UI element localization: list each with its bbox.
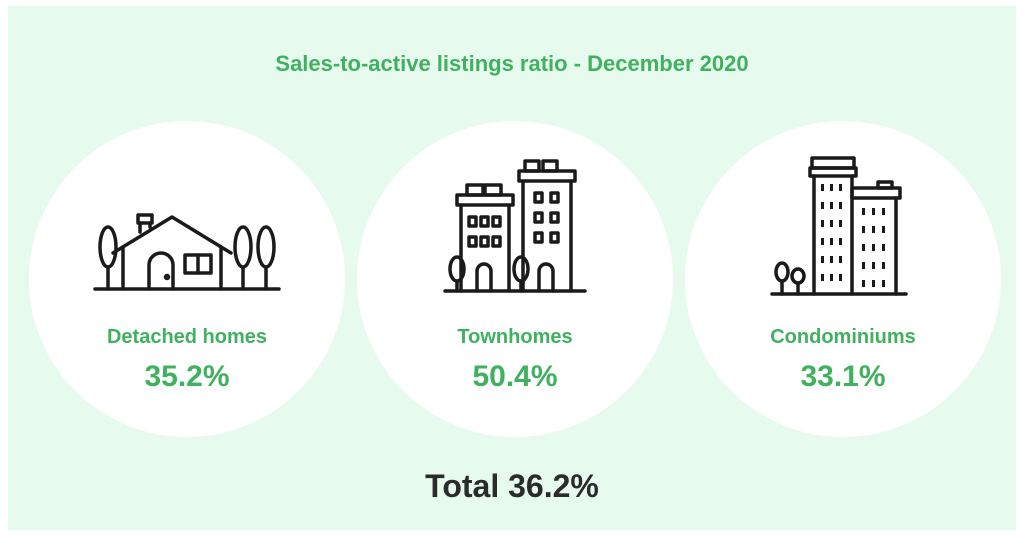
house-icon [93,213,281,291]
total-ratio: Total 36.2% [425,468,599,504]
townhomes-card: Townhomes 50.4% [357,121,673,437]
detached-homes-card: Detached homes 35.2% [29,121,345,437]
infographic-title: Sales-to-active listings ratio - Decembe… [275,51,749,76]
card-label: Detached homes [106,326,268,348]
condo-tower-icon [770,156,908,296]
condominiums-card: Condominiums 33.1% [685,121,1001,437]
card-value: 33.1% [800,360,886,393]
townhouse-icon [443,159,587,293]
card-value: 35.2% [144,360,230,393]
card-label: Townhomes [457,326,573,348]
card-value: 50.4% [472,360,558,393]
card-label: Condominiums [770,326,916,348]
